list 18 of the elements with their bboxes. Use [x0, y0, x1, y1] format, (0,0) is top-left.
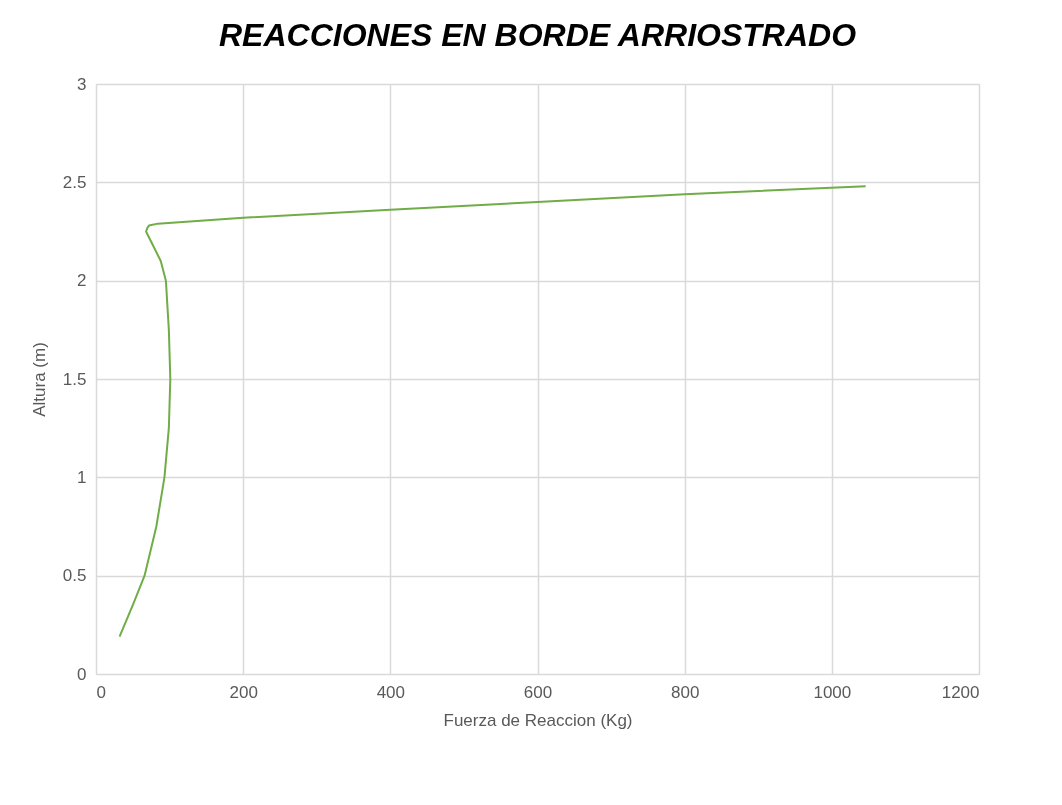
- y-tick-label: 1: [77, 467, 87, 487]
- y-tick-label: 2.5: [62, 172, 87, 192]
- y-tick-label: 2: [77, 271, 87, 291]
- x-tick-label: 600: [523, 682, 553, 702]
- chart-title: REACCIONES EN BORDE ARRIOSTRADO: [218, 17, 857, 53]
- x-tick-label: 400: [376, 682, 406, 702]
- x-tick-label: 800: [670, 682, 700, 702]
- y-tick-label: 0: [77, 664, 87, 684]
- x-tick-label: 200: [229, 682, 258, 702]
- y-tick-label: 1.5: [62, 369, 87, 389]
- line-series: [118, 185, 867, 638]
- x-axis-title: Fuerza de Reaccion (Kg): [443, 710, 633, 730]
- x-tick-label: 1200: [941, 682, 980, 702]
- x-tick-label: 1000: [813, 682, 852, 702]
- y-tick-label: 0.5: [62, 566, 87, 586]
- x-tick-label: 0: [96, 682, 106, 702]
- y-tick-label: 3: [77, 74, 87, 94]
- y-axis-title: Altura (m): [29, 342, 49, 417]
